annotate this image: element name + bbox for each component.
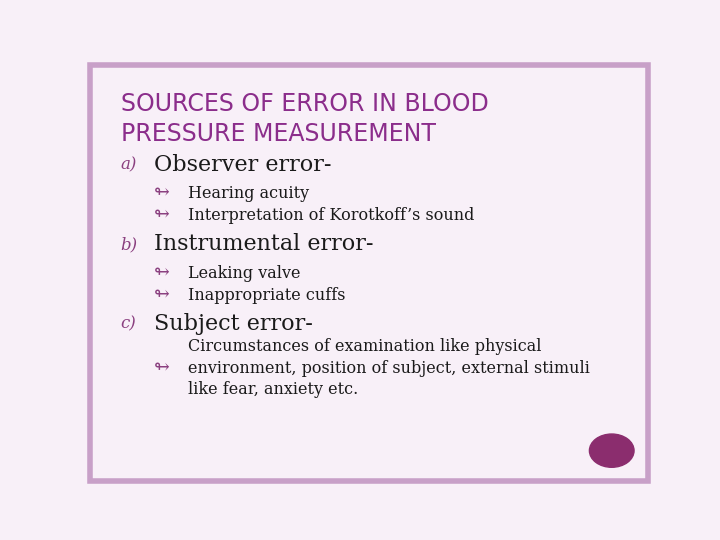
Text: ↬: ↬	[154, 286, 170, 304]
Text: Circumstances of examination like physical
environment, position of subject, ext: Circumstances of examination like physic…	[188, 338, 590, 399]
Text: ↬: ↬	[154, 206, 170, 224]
Circle shape	[590, 434, 634, 467]
Text: b): b)	[121, 236, 138, 253]
Text: c): c)	[121, 316, 137, 333]
Text: Leaking valve: Leaking valve	[188, 265, 300, 282]
FancyBboxPatch shape	[90, 65, 648, 481]
Text: a): a)	[121, 156, 137, 173]
Text: ↬: ↬	[154, 185, 170, 202]
Text: SOURCES OF ERROR IN BLOOD
PRESSURE MEASUREMENT: SOURCES OF ERROR IN BLOOD PRESSURE MEASU…	[121, 92, 488, 145]
Text: Hearing acuity: Hearing acuity	[188, 185, 309, 202]
Text: Instrumental error-: Instrumental error-	[154, 233, 374, 255]
Text: Interpretation of Korotkoff’s sound: Interpretation of Korotkoff’s sound	[188, 207, 474, 224]
Text: Inappropriate cuffs: Inappropriate cuffs	[188, 287, 345, 303]
Text: ↬: ↬	[154, 265, 170, 282]
Text: ↬: ↬	[154, 359, 170, 377]
Text: Observer error-: Observer error-	[154, 153, 332, 176]
Text: Subject error-: Subject error-	[154, 313, 313, 335]
